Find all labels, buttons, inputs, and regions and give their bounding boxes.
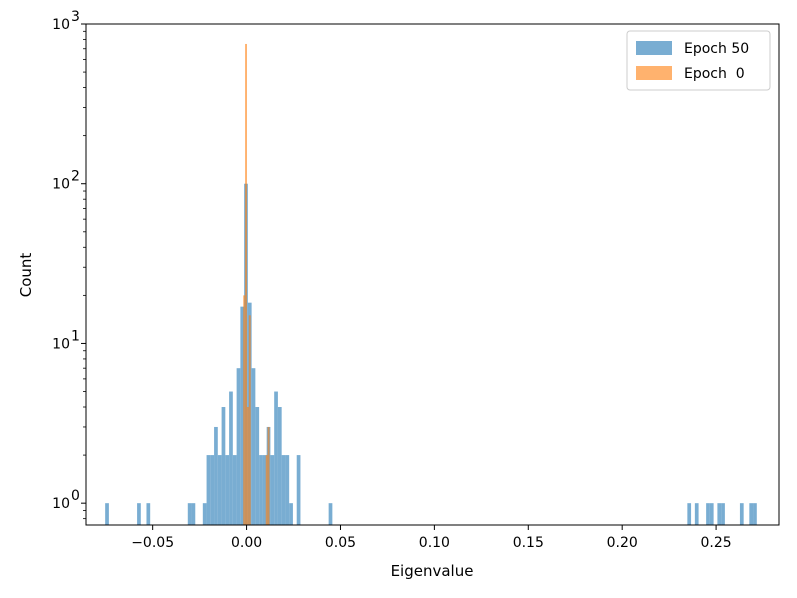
- histogram-bar: [262, 455, 267, 525]
- histogram-bar: [259, 455, 263, 525]
- y-tick-exponent: 2: [71, 169, 80, 185]
- x-tick-label: 0.20: [607, 535, 638, 551]
- x-axis: −0.05 0.00 0.05 0.10 0.15 0.20 0.25: [131, 525, 732, 551]
- x-axis-title: Eigenvalue: [391, 562, 474, 580]
- histogram-bar: [187, 503, 192, 525]
- legend-label-epoch-50: Epoch 50: [684, 41, 749, 57]
- series-epoch-50: [105, 183, 757, 525]
- histogram-bar: [137, 503, 141, 525]
- bars-layer: [105, 43, 757, 526]
- x-tick-label: 0.05: [325, 535, 356, 551]
- x-tick-label: −0.05: [131, 535, 174, 551]
- histogram-bar: [255, 407, 260, 525]
- legend-swatch-epoch-0: [636, 66, 672, 80]
- histogram-bar: [328, 503, 333, 525]
- histogram-bar: [285, 455, 290, 525]
- y-tick-label: 10: [52, 177, 70, 193]
- histogram-bar: [206, 455, 211, 525]
- histogram-bar: [214, 426, 218, 525]
- x-tick-label: 0.15: [513, 535, 544, 551]
- x-tick-label: 0.25: [700, 535, 731, 551]
- histogram-bar: [296, 455, 301, 525]
- y-tick-exponent: 1: [71, 328, 80, 344]
- histogram-bar: [265, 455, 268, 525]
- legend: Epoch 50 Epoch 0: [626, 30, 771, 91]
- histogram-bar: [721, 503, 725, 525]
- y-axis-title: Count: [17, 253, 35, 298]
- x-tick-label: 0.00: [231, 535, 262, 551]
- histogram-bar: [706, 503, 710, 525]
- y-tick-label: 10: [52, 496, 70, 512]
- histogram-bar: [105, 503, 109, 525]
- histogram-bar: [221, 407, 226, 525]
- histogram-bar: [270, 455, 275, 525]
- histogram-bar: [236, 368, 241, 525]
- plot-frame: [85, 23, 780, 526]
- histogram-bar: [232, 455, 237, 525]
- histogram-bar: [248, 315, 251, 525]
- histogram-bar: [687, 503, 692, 525]
- legend-label-epoch-0: Epoch 0: [684, 66, 745, 82]
- histogram-bar: [246, 407, 249, 525]
- histogram-bar: [210, 455, 215, 525]
- y-tick-exponent: 3: [71, 9, 80, 25]
- histogram-bar: [202, 503, 207, 525]
- histogram-bar: [217, 455, 222, 525]
- histogram-bar: [749, 503, 754, 525]
- histogram-bar: [717, 503, 722, 525]
- histogram-bar: [709, 503, 714, 525]
- x-tick-label: 0.10: [419, 535, 450, 551]
- y-tick-label: 10: [52, 336, 70, 352]
- histogram-bar: [240, 306, 245, 525]
- histogram-bar: [694, 503, 699, 525]
- y-tick-label: 10: [52, 17, 70, 33]
- histogram-bar: [146, 503, 151, 525]
- histogram-bar: [753, 503, 757, 525]
- histogram-bar: [289, 503, 293, 525]
- histogram-bar: [229, 391, 233, 525]
- histogram-bar: [251, 368, 256, 525]
- histogram-bar: [245, 43, 247, 526]
- histogram-bar: [267, 426, 270, 525]
- histogram-bar: [225, 455, 230, 525]
- y-tick-exponent: 0: [71, 488, 80, 504]
- histogram-bar: [739, 503, 744, 525]
- series-epoch-0: [243, 43, 270, 526]
- histogram-bar: [281, 455, 286, 525]
- histogram-bar: [191, 503, 196, 525]
- histogram-bar: [274, 391, 278, 525]
- legend-swatch-epoch-50: [636, 41, 672, 55]
- histogram-bar: [243, 295, 246, 525]
- histogram-bar: [277, 407, 282, 525]
